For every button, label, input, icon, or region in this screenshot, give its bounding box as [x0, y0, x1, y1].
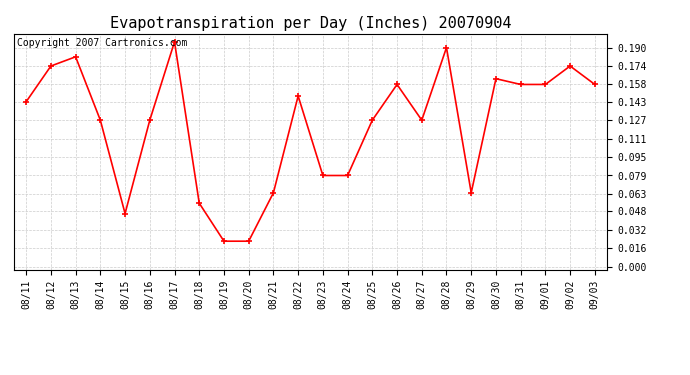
Text: Copyright 2007 Cartronics.com: Copyright 2007 Cartronics.com — [17, 39, 187, 48]
Title: Evapotranspiration per Day (Inches) 20070904: Evapotranspiration per Day (Inches) 2007… — [110, 16, 511, 31]
